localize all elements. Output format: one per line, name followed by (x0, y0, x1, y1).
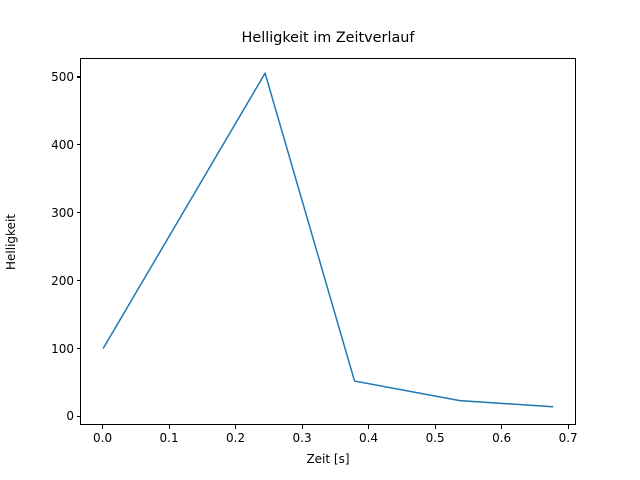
x-tick-mark (235, 425, 237, 429)
y-tick-mark (76, 212, 80, 214)
chart-title: Helligkeit im Zeitverlauf (241, 30, 415, 46)
x-tick-mark (501, 425, 503, 429)
x-tick-label: 0.5 (425, 431, 445, 445)
y-tick-mark (76, 415, 80, 417)
y-tick-mark (76, 144, 80, 146)
x-tick-label: 0.6 (492, 431, 512, 445)
x-tick-label: 0.1 (159, 431, 179, 445)
y-tick-label: 0 (66, 409, 74, 424)
y-tick-mark (76, 280, 80, 282)
x-tick-mark (368, 425, 370, 429)
y-axis-label: Helligkeit (0, 58, 22, 425)
x-tick-label: 0.4 (359, 431, 379, 445)
x-tick-mark (301, 425, 303, 429)
y-tick-label: 300 (51, 205, 74, 220)
y-tick-mark (76, 76, 80, 78)
x-tick-mark (101, 425, 104, 429)
x-axis-label: Zeit [s] (306, 452, 350, 466)
y-tick-label: 500 (51, 70, 74, 84)
x-tick-label: 0.3 (292, 431, 312, 445)
y-tick-mark (76, 348, 80, 350)
y-tick-label: 400 (51, 137, 74, 152)
x-tick-label: 0.2 (226, 431, 246, 445)
line-series-helligkeit (102, 72, 554, 408)
plot-area (80, 58, 576, 425)
x-tick-mark (168, 425, 170, 429)
x-tick-label: 0.7 (558, 431, 578, 445)
y-tick-label: 200 (51, 273, 74, 288)
series-polyline (102, 72, 554, 408)
y-tick-label: 100 (51, 341, 74, 356)
y-axis-label-text: Helligkeit (4, 213, 18, 270)
x-tick-mark (567, 425, 569, 429)
x-tick-mark (434, 425, 436, 429)
x-tick-label: 0.0 (93, 431, 113, 445)
